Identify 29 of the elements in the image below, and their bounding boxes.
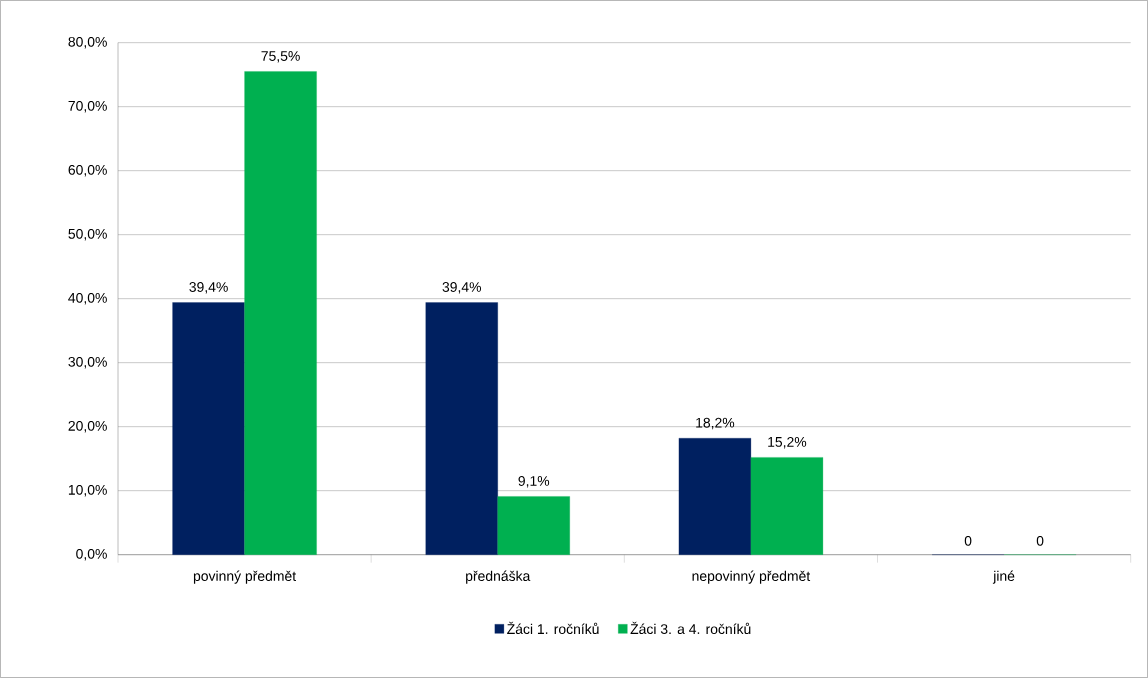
legend-label: Žáci 1. ročníků: [507, 621, 599, 635]
bar: [678, 438, 752, 555]
data-label: 9,1%: [518, 476, 550, 488]
bar: [172, 302, 245, 555]
y-tick-label: 50,0%: [68, 228, 107, 241]
data-label: 75,5%: [261, 51, 300, 63]
data-label: 0: [1036, 535, 1044, 546]
y-tick-label: 20,0%: [68, 420, 107, 433]
bar: [244, 71, 317, 555]
x-tick-label: jiné: [992, 570, 1015, 584]
legend-label: Žáci 3. a 4. ročníků: [630, 621, 751, 635]
data-label: 0: [964, 535, 972, 546]
data-label: 15,2%: [768, 436, 807, 449]
y-tick-label: 0,0%: [76, 548, 107, 561]
x-tick-label: přednáška: [466, 570, 531, 584]
y-tick-label: 40,0%: [68, 292, 107, 305]
bar: [497, 496, 570, 555]
y-tick-label: 30,0%: [68, 356, 107, 369]
y-tick-label: 70,0%: [68, 100, 107, 113]
x-tick-label: povinný předmět: [193, 570, 297, 584]
bar: [750, 457, 824, 555]
y-tick-label: 80,0%: [68, 36, 107, 49]
data-label: 18,2%: [696, 417, 735, 430]
x-tick-label: nepovinný předmět: [692, 570, 811, 584]
y-tick-label: 10,0%: [68, 484, 107, 497]
bar: [425, 302, 498, 555]
data-label: 39,4%: [189, 282, 228, 294]
y-tick-label: 60,0%: [68, 164, 107, 177]
data-label: 39,4%: [442, 282, 482, 294]
